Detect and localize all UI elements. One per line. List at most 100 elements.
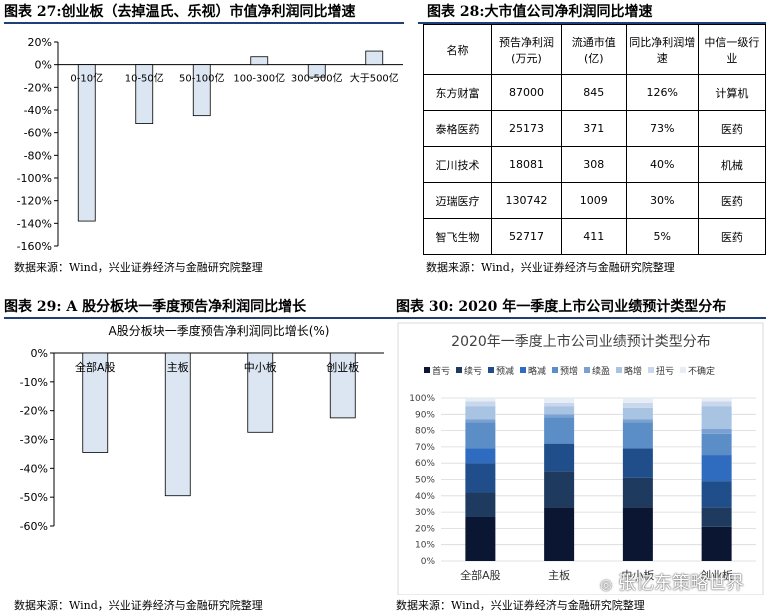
legend-label: 续亏 (464, 365, 482, 377)
stacked-bar-segment (701, 433, 732, 456)
chart30-title-rule (396, 317, 766, 319)
stacked-bar-segment (465, 448, 496, 464)
table-cell: 25173 (491, 110, 562, 147)
table-cell: 30% (625, 182, 699, 219)
stacked-bar-segment (701, 507, 732, 527)
y-tick-label: -10% (20, 376, 48, 389)
stacked-bar-segment (701, 401, 732, 407)
legend-swatch (520, 367, 526, 373)
legend-swatch (648, 367, 654, 373)
table-cell: 411 (560, 218, 627, 255)
legend-label: 首亏 (432, 365, 450, 377)
chart27-svg: 20% 0% -20% -40% -60% -80% -100% -120% -140% -160… (17, 36, 403, 253)
chart29-svg: 0% -10% -20% -30% -40% -50% -60% 全部A股 主板 中小板 创业板 A股… (20, 323, 384, 533)
legend-label: 略增 (624, 365, 642, 377)
table-cell: 迈瑞医疗 (423, 182, 492, 219)
table28-title-rule (418, 22, 766, 24)
table-row: 泰格医药 25173 371 73% 医药 (423, 110, 767, 147)
bar (77, 64, 96, 222)
bar (365, 50, 384, 66)
legend-label: 预增 (560, 365, 578, 377)
stacked-bar-segment (622, 477, 653, 508)
table-row: 智飞生物 52717 411 5% 医药 (423, 218, 767, 255)
chart29-title: 图表 29: A 股分板块一季度预告净利润同比增长 (4, 299, 307, 315)
stacked-bar-segment (622, 419, 653, 423)
y-tick-label: 10% (415, 541, 435, 551)
chart29-source: 数据来源：Wind，兴业证券经济与金融研究院整理 (14, 599, 263, 612)
stacked-bar-segment (701, 455, 732, 482)
stacked-bar-segment (544, 414, 575, 418)
y-tick-label: -100% (17, 172, 52, 185)
legend-swatch (584, 367, 590, 373)
x-category-label: 大于500亿 (350, 72, 399, 85)
table-header-cell: 名称 (423, 24, 492, 75)
table-cell: 医药 (697, 110, 767, 147)
y-tick-label: 70% (415, 443, 435, 453)
y-tick-label: 20% (415, 524, 435, 534)
stacked-bar-segment (544, 398, 575, 403)
table-header-cell: 中信一级行业 (697, 24, 767, 75)
y-tick-label: -60% (20, 520, 48, 533)
stacked-bar-segment (701, 406, 732, 429)
x-category-label: 主板 (167, 360, 189, 374)
stacked-bar-segment (465, 516, 496, 561)
legend-swatch (424, 367, 430, 373)
table-cell: 308 (560, 146, 627, 183)
bar (329, 352, 356, 419)
y-tick-label: -140% (17, 217, 52, 230)
x-category-label: 50-100亿 (179, 72, 224, 85)
stacked-bar-segment (701, 526, 732, 561)
y-tick-label: -120% (17, 195, 52, 208)
y-tick-label: 0% (35, 59, 52, 72)
x-category-label: 100-300亿 (233, 72, 285, 85)
table-cell: 845 (560, 74, 627, 111)
bar (307, 64, 326, 78)
y-tick-label: 0% (421, 557, 436, 567)
y-tick-label: -60% (24, 127, 52, 140)
stacked-bar-segment (544, 402, 575, 407)
chart27-title: 图表 27:创业板（去掉温氏、乐视）市值净利润同比增速 (4, 4, 356, 20)
table-cell: 医药 (697, 218, 767, 255)
table-cell: 130742 (491, 182, 562, 219)
stacked-bar-segment (544, 406, 575, 415)
y-tick-label: -80% (24, 149, 52, 162)
stacked-bar-segment (544, 443, 575, 472)
stacked-bar-segment (544, 507, 575, 561)
chart30-source: 数据来源：Wind，兴业证券经济与金融研究院整理 (396, 599, 645, 612)
table-cell: 73% (625, 110, 699, 147)
chart27-title-rule (4, 22, 404, 24)
stacked-bar-segment (465, 401, 496, 407)
chart-title: 2020年一季度上市公司业绩预计类型分布 (451, 333, 711, 350)
stacked-bar-segment (622, 402, 653, 408)
stacked-bar-segment (622, 422, 653, 449)
y-tick-label: -20% (20, 405, 48, 418)
table-cell: 87000 (491, 74, 562, 111)
x-category-label: 中小板 (244, 360, 277, 374)
y-tick-label: -40% (24, 104, 52, 117)
y-tick-label: 60% (415, 459, 435, 469)
y-tick-label: 90% (415, 410, 435, 420)
table-header-cell: 同比净利润增速 (625, 24, 699, 75)
y-tick-label: 50% (415, 476, 435, 486)
legend-label: 略减 (528, 365, 546, 377)
stacked-bar-segment (465, 406, 496, 420)
table-cell: 计算机 (697, 74, 767, 111)
chart-title: A股分板块一季度预告净利润同比增长(%) (109, 323, 330, 338)
x-category-label: 300-500亿 (291, 72, 343, 85)
legend-label: 预减 (496, 365, 514, 377)
legend-swatch (552, 367, 558, 373)
table-header-cell: 流通市值(亿) (560, 24, 627, 75)
table-cell: 医药 (697, 182, 767, 219)
legend-swatch (680, 367, 686, 373)
bar (192, 64, 211, 117)
y-tick-label: 40% (415, 492, 435, 502)
y-tick-label: -30% (20, 434, 48, 447)
stacked-bar-segment (622, 398, 653, 403)
legend-swatch (456, 367, 462, 373)
x-category-label: 中小板 (621, 568, 654, 582)
y-tick-label: -40% (20, 462, 48, 475)
y-tick-label: -160% (17, 240, 52, 253)
stacked-bar-segment (465, 492, 496, 517)
table-row: 汇川技术 18081 308 40% 机械 (423, 146, 767, 183)
